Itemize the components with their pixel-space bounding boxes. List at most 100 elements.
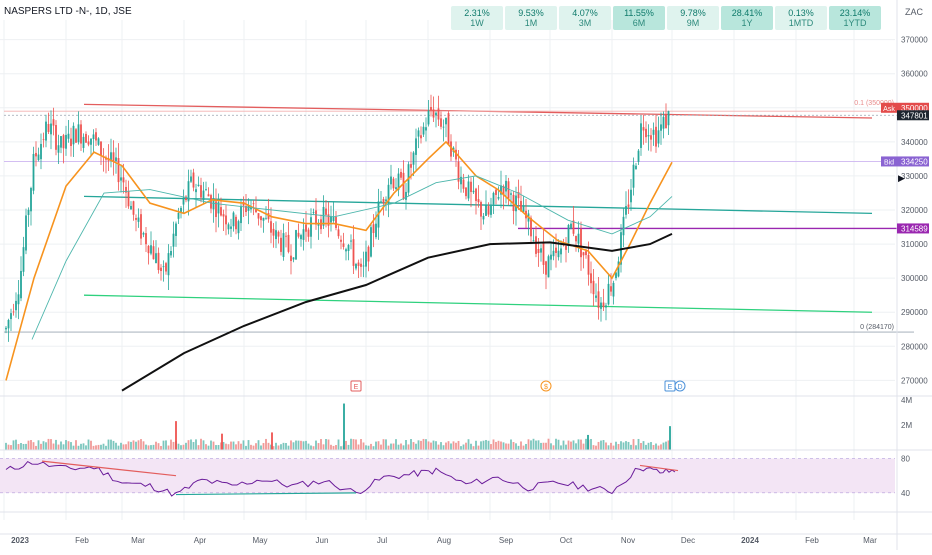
candle-body [482,216,485,220]
candle-body [532,240,535,242]
volume-bar [430,442,432,450]
volume-bar [477,445,480,450]
candle-body [187,181,190,202]
performance-strip: 2.31% 1W 9.53% 1M 4.07% 3M 11.55% 6M 9.78% 9M… [451,6,881,30]
volume-bar [387,445,390,450]
volume-bar [270,444,272,450]
candle-body [252,203,255,205]
perf-cell-3m[interactable]: 4.07% 3M [559,6,611,30]
volume-tick-label: 2M [901,421,912,430]
trendline [83,294,873,313]
candle-body [667,111,670,126]
volume-bar [537,440,540,450]
candle-body [545,261,547,275]
perf-cell-6m[interactable]: 11.55% 6M [613,6,665,30]
volume-bar [7,444,10,450]
candle-body [147,245,150,254]
volume-bar [172,441,175,450]
volume-bar [215,445,217,450]
volume-bar [602,440,605,450]
volume-bar [527,439,530,450]
dividend-marker-icon [540,380,552,392]
volume-bar [22,444,25,450]
volume-bar [405,439,407,450]
candle-body [580,229,582,258]
candle-body [45,121,47,141]
perf-cell-1y[interactable]: 28.41% 1Y [721,6,773,30]
candle-body [415,138,417,155]
candle-body [220,207,222,216]
candle-body [530,217,532,237]
volume-bar [10,445,12,450]
volume-bar [580,439,582,450]
volume-bar [600,440,602,450]
volume-bar [202,440,205,450]
candle-body [365,251,367,267]
volume-bar [355,439,357,450]
volume-bar [610,442,612,450]
candle-body [632,164,635,188]
candle-body [437,108,440,120]
perf-cell-9m[interactable]: 9.78% 9M [667,6,719,30]
candle-body [655,126,657,147]
volume-bar [127,441,130,450]
perf-cell-1m[interactable]: 9.53% 1M [505,6,557,30]
candle-body [120,177,122,181]
candle-body [450,141,452,157]
candle-body [497,197,500,199]
volume-bar [115,442,117,450]
volume-bar [595,445,597,450]
moving-averages [5,140,673,392]
candle-body [547,256,550,278]
candle-body [297,232,300,237]
volume-bar [255,443,257,450]
perf-period: 1YTD [843,18,867,28]
volume-bar [397,444,400,450]
candle-body [70,138,72,146]
volume-bar [607,445,610,450]
candle-body [237,221,240,234]
candle-body [267,213,270,220]
volume-bar [225,443,227,450]
perf-cell-1ytd[interactable]: 23.14% 1YTD [829,6,881,30]
candle-body [262,217,265,221]
candle-body [230,226,232,229]
candle-body [550,254,552,260]
candle-body [352,239,355,266]
candle-body [440,118,442,127]
candle-body [117,158,120,183]
candle-body [360,263,362,267]
volume-bar [77,445,80,450]
volume-bar [547,438,550,450]
volume-bar [415,443,417,450]
candle-body [232,212,235,227]
perf-cell-1mtd[interactable]: 0.13% 1MTD [775,6,827,30]
candle-body [505,180,507,192]
volume-bar [235,444,237,450]
perf-period: 1W [470,18,484,28]
volume-bar [487,440,490,450]
candle-body [372,224,375,234]
candle-body [47,124,50,132]
candle-body [275,230,277,240]
time-tick-label: Feb [75,536,89,545]
candle-body [205,189,207,190]
candle-body [535,236,537,254]
currency-label[interactable]: ZAC [905,7,924,17]
scroll-right-icon[interactable]: ▶ [898,173,905,183]
candle-body [162,266,165,268]
time-tick-label: Mar [131,536,145,545]
volume-bar [620,441,622,450]
candle-body [200,185,202,198]
volume-bar [455,442,457,450]
price-tag-value: 314589 [901,224,928,233]
perf-value: 23.14% [839,8,871,18]
candle-body [572,220,575,234]
candle-body [165,263,167,272]
time-tick-label: Jun [316,536,329,545]
volume-bar [495,441,497,450]
candle-body [585,251,587,256]
perf-cell-1w[interactable]: 2.31% 1W [451,6,503,30]
